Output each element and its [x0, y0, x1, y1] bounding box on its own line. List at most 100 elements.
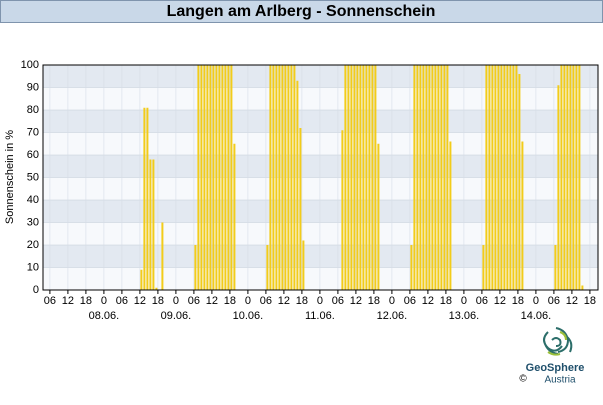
logo-icon [543, 327, 573, 355]
bar [419, 65, 422, 290]
bar [278, 65, 281, 290]
day-label: 12.06. [377, 310, 408, 322]
y-tick-label: 10 [27, 261, 39, 273]
bar [209, 65, 212, 290]
bar [374, 65, 377, 290]
bar [287, 65, 290, 290]
day-label: 14.06. [521, 310, 552, 322]
grid-band [43, 200, 598, 223]
grid-band [43, 110, 598, 133]
bar [206, 65, 209, 290]
bar [431, 65, 434, 290]
day-label: 09.06. [161, 310, 192, 322]
x-tick-label: 06 [476, 295, 488, 307]
x-tick-label: 12 [422, 295, 434, 307]
grid-band [43, 65, 598, 88]
grid-band [43, 155, 598, 178]
grid-band [43, 267, 598, 290]
x-tick-label: 18 [368, 295, 380, 307]
grid-band [43, 222, 598, 245]
x-tick-label: 06 [116, 295, 128, 307]
bar [296, 80, 299, 290]
bar [230, 65, 233, 290]
x-tick-label: 0 [533, 295, 539, 307]
logo: GeoSphere Austria © [519, 327, 585, 386]
x-tick-label: 18 [152, 295, 164, 307]
bar [272, 65, 275, 290]
bar [497, 65, 500, 290]
bar [362, 65, 365, 290]
x-tick-label: 06 [332, 295, 344, 307]
bar [560, 65, 563, 290]
bar [281, 65, 284, 290]
y-tick-label: 0 [33, 284, 39, 296]
logo-name: GeoSphere [526, 362, 585, 374]
bar [443, 65, 446, 290]
bar [218, 65, 221, 290]
bar [563, 65, 566, 290]
x-tick-label: 18 [80, 295, 92, 307]
bar [221, 65, 224, 290]
bar [290, 65, 293, 290]
bar [413, 65, 416, 290]
bar [521, 141, 524, 290]
bar [302, 240, 305, 290]
bar [428, 65, 431, 290]
bar [275, 65, 278, 290]
bar [266, 245, 269, 290]
bar [485, 65, 488, 290]
bar [449, 141, 452, 290]
bar [557, 85, 560, 290]
x-tick-label: 12 [278, 295, 290, 307]
bar [359, 65, 362, 290]
bar [224, 65, 227, 290]
bar [503, 65, 506, 290]
y-tick-label: 20 [27, 239, 39, 251]
y-tick-label: 60 [27, 149, 39, 161]
bar [233, 143, 236, 290]
x-tick-label: 0 [317, 295, 323, 307]
y-axis-label: Sonnenschein in % [4, 130, 16, 224]
bar [446, 65, 449, 290]
bar [482, 245, 485, 290]
y-tick-label: 30 [27, 216, 39, 228]
x-tick-label: 0 [101, 295, 107, 307]
y-tick-label: 50 [27, 171, 39, 183]
y-tick-label: 40 [27, 194, 39, 206]
x-tick-label: 12 [134, 295, 146, 307]
bar [227, 65, 230, 290]
x-tick-label: 0 [389, 295, 395, 307]
day-label: 11.06. [305, 310, 335, 322]
bar [416, 65, 419, 290]
bar [269, 65, 272, 290]
bar [368, 65, 371, 290]
bar [377, 143, 380, 290]
bar [350, 65, 353, 290]
bar [515, 65, 518, 290]
bar [434, 65, 437, 290]
grid-band [43, 132, 598, 155]
bar [578, 65, 581, 290]
x-tick-label: 18 [224, 295, 236, 307]
day-label: 08.06. [89, 310, 120, 322]
bar [365, 65, 368, 290]
x-tick-label: 06 [188, 295, 200, 307]
bar [140, 269, 143, 290]
bar [509, 65, 512, 290]
bar [299, 128, 302, 290]
grid-band [43, 87, 598, 110]
bar [488, 65, 491, 290]
bar [212, 65, 215, 290]
bar [293, 65, 296, 290]
bar [500, 65, 503, 290]
x-tick-label: 06 [548, 295, 560, 307]
bar [491, 65, 494, 290]
bar [506, 65, 509, 290]
bar [566, 65, 569, 290]
bar [575, 65, 578, 290]
bar [203, 65, 206, 290]
day-label: 13.06. [449, 310, 480, 322]
x-tick-label: 18 [512, 295, 524, 307]
bar [200, 65, 203, 290]
